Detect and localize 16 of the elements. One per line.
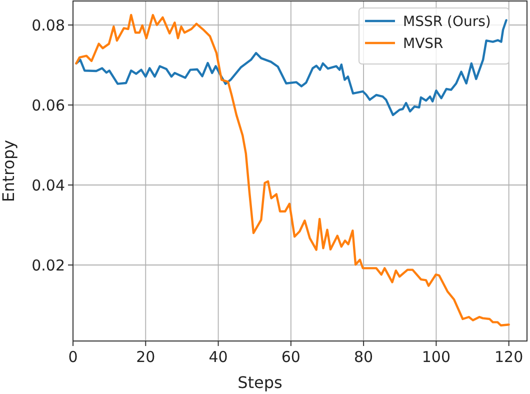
x-tick-label: 0 (68, 348, 78, 366)
x-tick-label: 80 (354, 348, 374, 366)
x-tick-label: 100 (422, 348, 451, 366)
y-tick-label: 0.08 (32, 16, 65, 34)
x-tick-label: 20 (136, 348, 156, 366)
legend-label: MVSR (403, 36, 444, 52)
legend-label: MSSR (Ours) (403, 14, 491, 30)
line-series (75, 14, 510, 326)
y-tick-label: 0.04 (32, 176, 65, 194)
y-tick-label: 0.02 (32, 256, 65, 274)
x-tick-label: 120 (494, 348, 524, 366)
x-tick-label: 60 (281, 348, 300, 366)
y-axis-title: Entropy (0, 140, 18, 202)
y-tick-label: 0.06 (32, 96, 65, 114)
x-tick-label: 40 (208, 348, 228, 366)
x-axis-title: Steps (238, 373, 282, 392)
